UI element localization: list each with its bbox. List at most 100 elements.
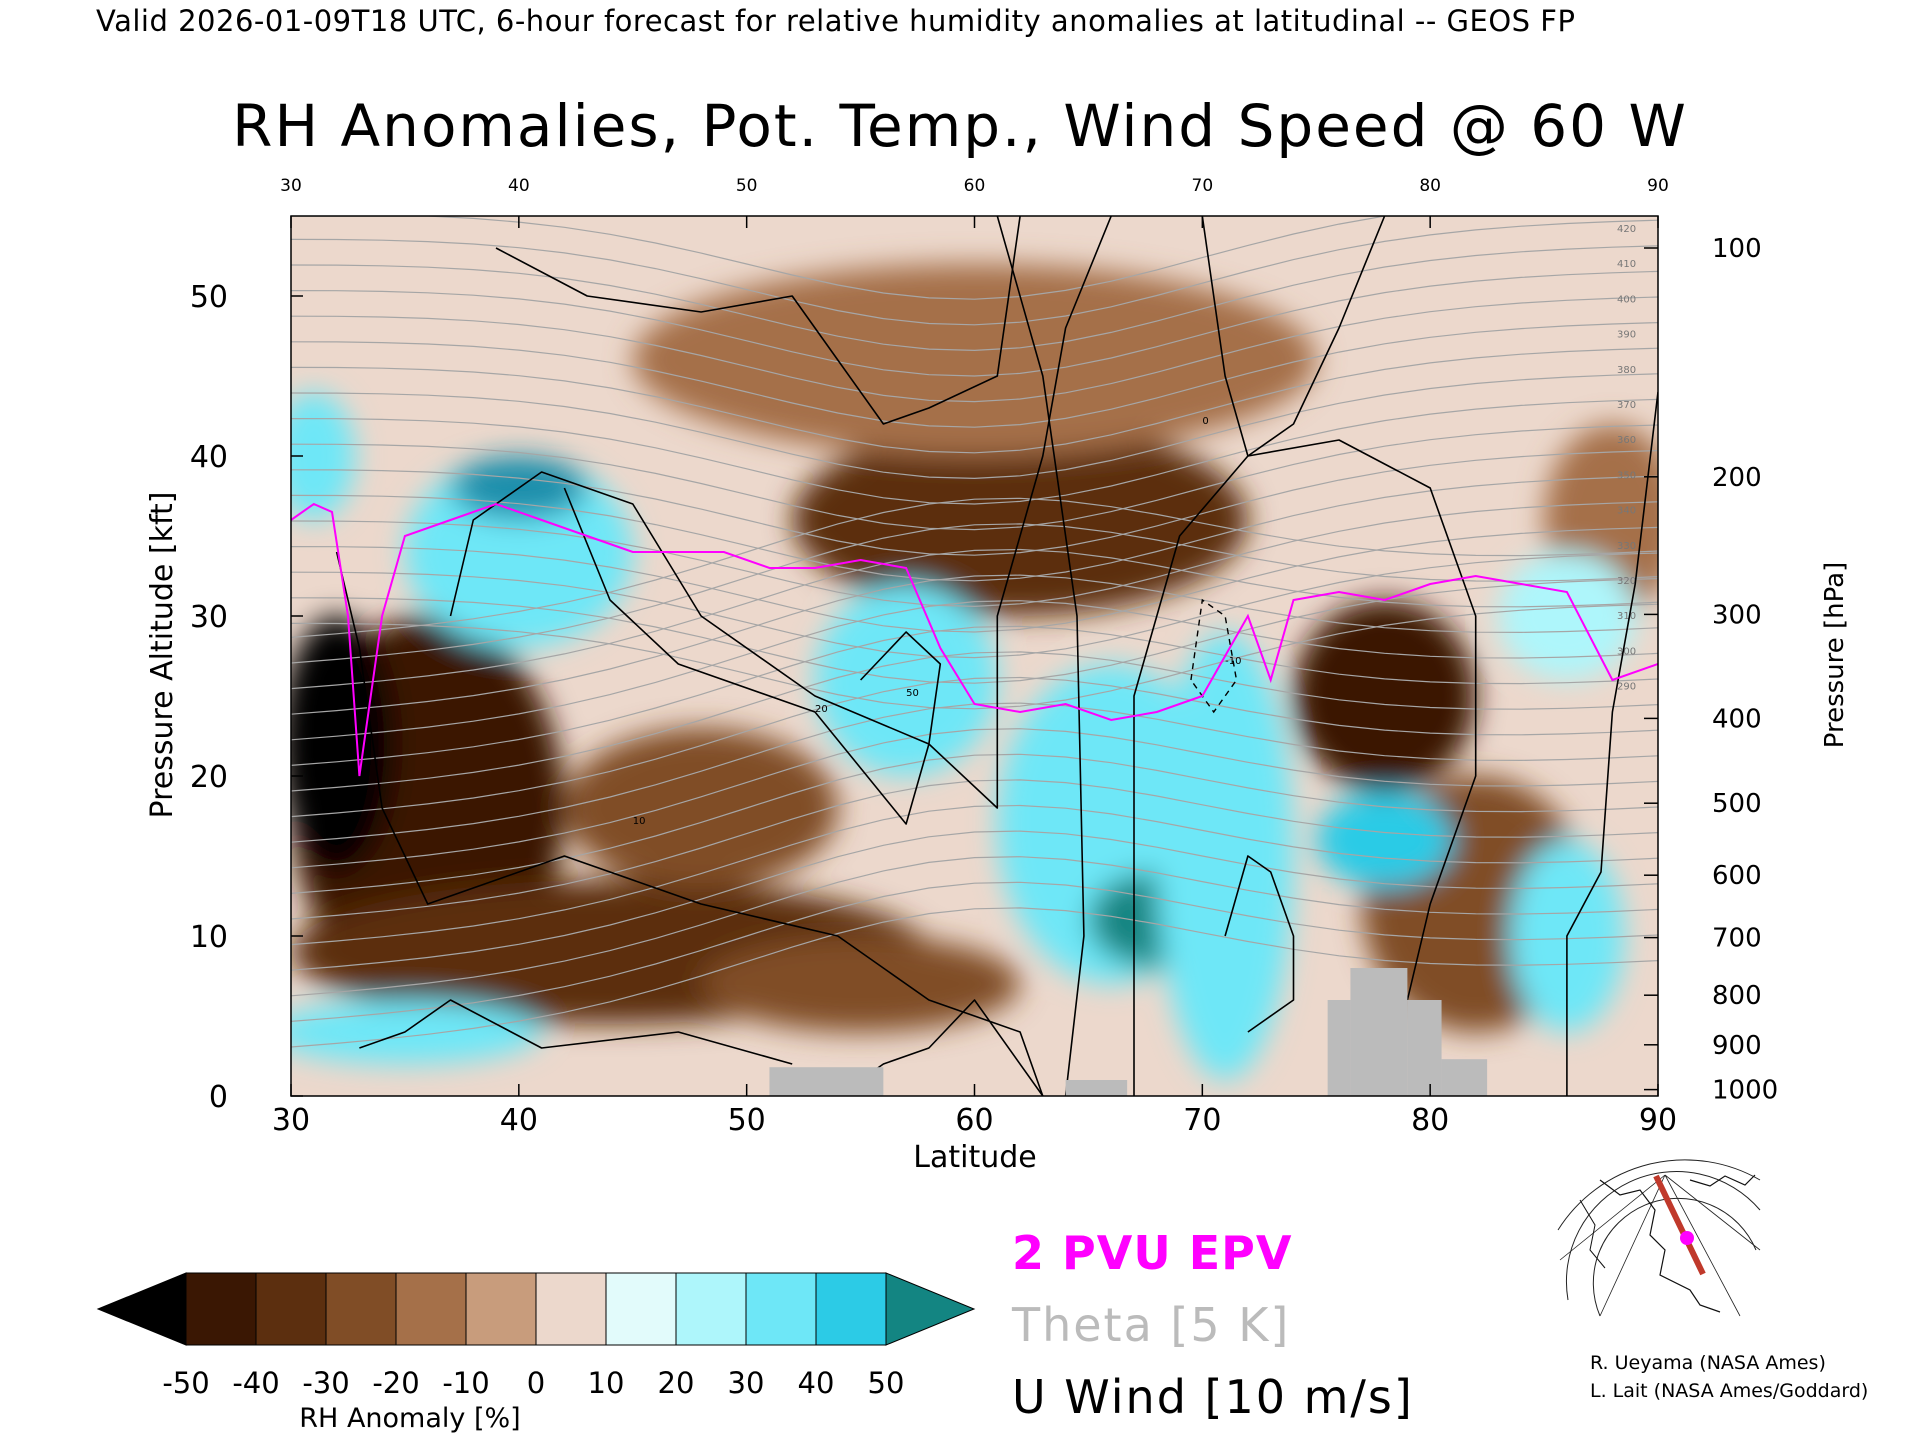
theta-label: 340 [1617,506,1636,517]
rh-anomaly-blob [291,392,355,520]
theta-contour [291,296,1658,403]
colorbar-over-arrow [885,1272,976,1346]
theta-label: 290 [1617,682,1636,693]
u-wind-label: 10 [633,816,646,827]
u-wind-label: 50 [906,688,919,699]
theta-contour [291,270,1658,377]
theta-label: 300 [1617,646,1636,657]
u-wind-contour [449,216,1112,809]
theta-contour [291,804,1658,946]
pressure-tick-label: 300 [1712,600,1762,630]
colorbar-swatch [675,1272,747,1346]
u-wind-contour [996,216,1085,1096]
credit-line-1: R. Ueyama (NASA Ames) [1590,1352,1826,1374]
theta-contour [291,625,1658,766]
theta-contour [291,424,1658,531]
u-wind-negative-contour [1190,598,1238,714]
theta-contour [291,578,1658,684]
colorbar-tick-label: -40 [232,1366,279,1400]
u-wind-contour [1133,439,1477,1096]
x-tick-label: 90 [1639,1103,1677,1138]
theta-contour [291,856,1658,997]
pressure-tick-label: 700 [1712,924,1762,954]
x-top-tick-label: 90 [1647,176,1669,196]
colorbar-swatch [535,1272,607,1346]
pressure-tick-label: 1000 [1712,1076,1778,1106]
ground-terrain [769,968,1488,1096]
rh-anomaly-blob [1293,600,1476,792]
map-marker [1680,1231,1694,1245]
cross-section-track [1653,1174,1706,1276]
y-tick-label: 20 [190,760,228,795]
pressure-tick-label: 600 [1712,861,1762,891]
u-wind-contour [359,999,793,1065]
rh-anomaly-blob [1498,552,1636,680]
u-wind-contours: 10 0 20 -10 50 [332,216,1658,1096]
colorbar-tick-label: -30 [302,1366,349,1400]
y-tick-label: 50 [190,280,228,315]
rh-anomaly-blob [1316,792,1453,888]
x-top-tick-label: 60 [964,176,986,196]
theta-contour [291,497,1658,638]
y-tick-label: 40 [190,440,228,475]
colorbar-tick-label: -10 [442,1366,489,1400]
theta-contour [291,548,1658,690]
colorbar-tick-label: 10 [588,1366,625,1400]
rh-anomaly-field [291,216,1658,1096]
theta-contour [291,779,1658,920]
u-wind-label: -10 [1225,656,1241,667]
u-wind-contour [1201,216,1386,457]
x-axis-label: Latitude [913,1140,1036,1175]
theta-label: 410 [1617,259,1636,270]
theta-contour [291,501,1658,608]
x-tick-label: 30 [272,1103,310,1138]
theta-label: 360 [1617,435,1636,446]
wind-marker-dot [332,711,351,729]
theta-label: 370 [1617,400,1636,411]
x-top-tick-label: 50 [736,176,758,196]
colorbar-tick-label: 50 [868,1366,905,1400]
colorbar: -50 -40 -30 -20 -10 0 10 20 30 40 50 [96,1272,976,1400]
x-top-tick-label: 80 [1419,176,1441,196]
pressure-tick-label: 200 [1712,463,1762,493]
theta-contour [291,603,1658,710]
pressure-axis-label: Pressure [hPa] [1820,562,1850,749]
ground-bar [769,1067,884,1096]
legend-epv: 2 PVU EPV [1012,1226,1293,1280]
theta-label: 400 [1617,294,1636,305]
x-top-tick-label: 40 [508,176,530,196]
u-wind-label: 0 [1202,416,1208,427]
forecast-header: Valid 2026-01-09T18 UTC, 6-hour forecast… [96,4,1576,38]
u-wind-label: 20 [815,704,828,715]
legend-theta: Theta [5 K] [1012,1298,1291,1352]
theta-contour [291,651,1658,792]
u-wind-contour [563,487,942,825]
u-wind-contour [1566,391,1658,1096]
colorbar-swatch [465,1272,537,1346]
rh-anomaly-blob [1156,632,1294,1080]
theta-contour [291,322,1658,428]
theta-contour [291,475,1658,582]
theta-label: 330 [1617,541,1636,552]
theta-label: 350 [1617,470,1636,481]
x-tick-label: 60 [955,1103,993,1138]
u-wind-contour [1224,855,1295,1033]
pressure-tick-label: 400 [1712,704,1762,734]
y-axis-label: Pressure Altitude [kft] [145,492,180,819]
theta-contour [291,600,1658,741]
colorbar-swatch [605,1272,677,1346]
rh-anomaly-blob [701,936,1021,1032]
x-top-tick-label: 30 [280,176,302,196]
theta-contour [291,552,1658,659]
colorbar-swatch [325,1272,397,1346]
theta-contour [291,728,1658,869]
x-tick-label: 50 [728,1103,766,1138]
rh-anomaly-blob [564,728,838,888]
theta-contour [291,347,1658,454]
u-wind-contour [335,551,1044,1096]
ground-bar [1441,1059,1488,1096]
x-top-tick-label: 70 [1192,176,1214,196]
legend-u-wind: U Wind [10 m/s] [1012,1370,1414,1424]
